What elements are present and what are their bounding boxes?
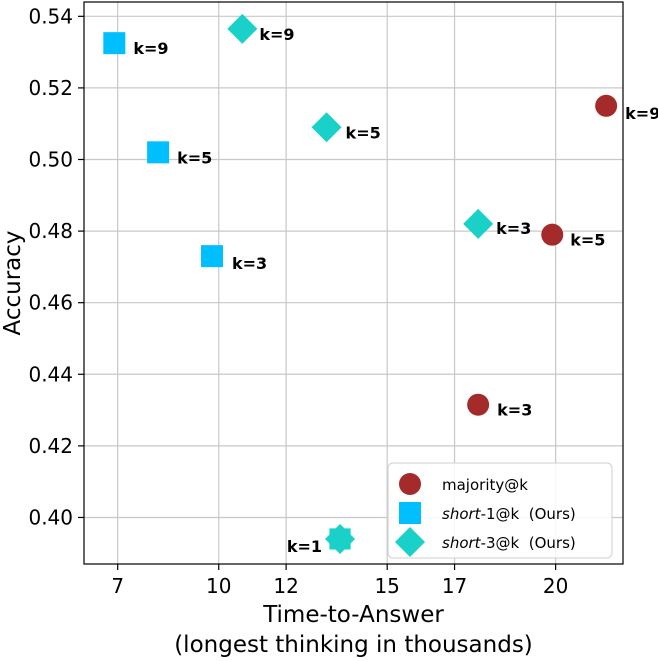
y-axis-ticks: 0.40 0.42 0.44 0.46 0.48 0.50 0.52 0.54 [28,4,84,529]
legend-label-part: majority@k [442,476,528,494]
diamond-point [227,13,258,44]
legend-label-part: short [442,505,482,523]
circle-point [541,223,564,246]
y-tick-label: 0.54 [28,4,73,28]
legend-square-icon [399,502,421,524]
diamond-point [463,208,494,239]
point-label: k=3 [496,219,531,238]
x-tick-label: 7 [111,574,124,598]
y-tick-label: 0.50 [28,148,73,172]
point-label: k=9 [133,39,168,58]
point-label: k=5 [346,123,381,142]
x-axis-ticks: 7 10 12 15 17 20 [111,564,568,598]
x-tick-label: 10 [206,574,231,598]
series-square: k=9 k=5 k=3 [103,32,267,273]
series-circle: k=3 k=5 k=9 [467,94,658,420]
x-tick-label: 15 [374,574,399,598]
circle-point [595,94,618,117]
point-label: k=5 [570,231,605,250]
y-tick-label: 0.46 [28,291,73,315]
x-tick-label: 20 [543,574,568,598]
data-marks: k=3 k=5 k=9 k=9 k=5 k=3 k=1 k=9 k=5 k=3 [103,13,658,556]
point-label: k=1 [287,537,322,556]
square-point [103,32,126,55]
legend-label: majority@k [442,476,528,494]
square-point [147,141,170,164]
legend-label-part: -1@k (Ours) [481,505,576,523]
legend-box [387,462,613,559]
legend-label: short-1@k (Ours) [442,505,576,523]
point-label: k=5 [177,148,212,167]
point-label: k=3 [497,401,532,420]
x-axis-title: Time-to-Answer [262,602,444,628]
legend-circle-icon [399,473,421,495]
legend-label-part: short [442,534,482,552]
x-tick-label: 17 [442,574,467,598]
legend-label: short-3@k (Ours) [442,534,576,552]
y-tick-label: 0.48 [28,219,73,243]
grid [84,2,623,564]
diamond-point [311,112,342,143]
point-label: k=9 [259,25,294,44]
x-axis-subtitle: (longest thinking in thousands) [174,632,533,658]
legend-diamond-icon [395,527,425,557]
point-label: k=3 [232,254,267,273]
y-axis-title: Accuracy [0,230,26,335]
x-tick-label: 12 [273,574,298,598]
y-tick-label: 0.42 [28,434,73,458]
square-point [201,245,224,268]
y-tick-label: 0.44 [28,362,73,386]
legend-label-part: -3@k (Ours) [481,534,576,552]
y-tick-label: 0.40 [28,505,73,529]
circle-point [467,393,490,416]
overlay-square-point [329,528,351,550]
series-diamond: k=1 k=9 k=5 k=3 [227,13,531,556]
plot-frame [83,1,624,565]
y-tick-label: 0.52 [28,76,73,100]
point-label: k=9 [625,104,658,123]
